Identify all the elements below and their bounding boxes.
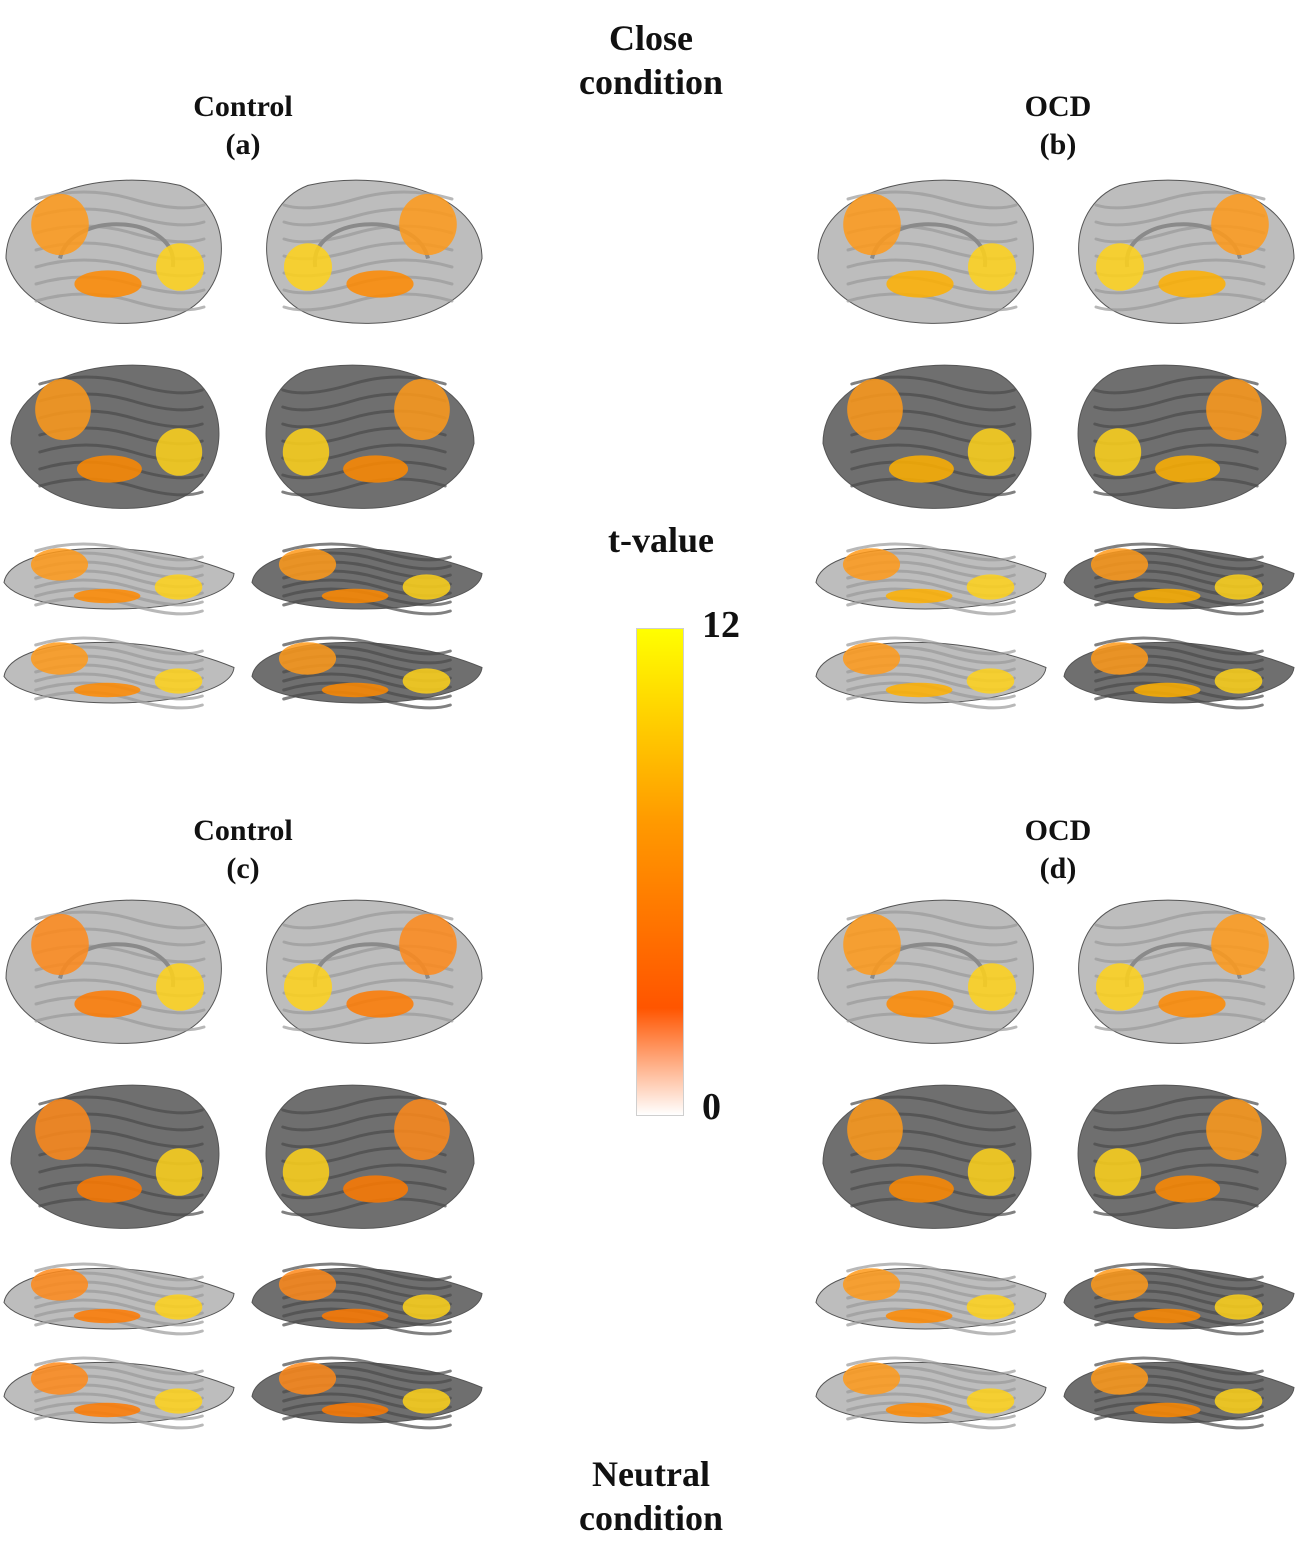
neutral-condition-title: Neutral condition — [551, 1452, 751, 1540]
panel-c-brain-renders — [0, 885, 490, 1440]
close-condition-title: Close condition — [551, 16, 751, 104]
colorbar-min-label: 0 — [702, 1086, 721, 1128]
panel-b-tag: (b) — [1039, 128, 1077, 161]
neutral-title-line2: condition — [578, 1498, 724, 1538]
neutral-title-line1: Neutral — [592, 1454, 710, 1494]
panel-a-group: Control — [193, 90, 293, 123]
brain-dorsal-right-view — [251, 542, 483, 616]
brain-ventral-right-view — [251, 636, 483, 710]
brain-ventral-left-view — [815, 1356, 1047, 1430]
brain-medial-right-view — [1078, 899, 1295, 1044]
brain-medial-left-view — [817, 179, 1034, 324]
panel-a-title: Control (a) — [143, 88, 343, 164]
brain-lateral-left-view — [822, 364, 1032, 509]
brain-dorsal-left-view — [3, 542, 235, 616]
brain-dorsal-right-view — [1063, 1262, 1295, 1336]
panel-d-group: OCD — [1024, 814, 1092, 847]
panel-d-brain-renders — [812, 885, 1302, 1440]
brain-medial-left-view — [5, 899, 222, 1044]
brain-medial-left-view — [5, 179, 222, 324]
close-title-line2: condition — [578, 62, 724, 102]
colorbar-max-label: 12 — [702, 604, 740, 646]
panel-c-tag: (c) — [226, 852, 260, 885]
close-title-line1: Close — [609, 18, 693, 58]
panel-d-tag: (d) — [1039, 852, 1077, 885]
brain-ventral-left-view — [3, 1356, 235, 1430]
colorbar — [636, 628, 684, 1116]
brain-medial-right-view — [266, 179, 483, 324]
brain-lateral-left-view — [10, 1084, 220, 1229]
panel-a-tag: (a) — [225, 128, 261, 161]
brain-lateral-right-view — [265, 364, 475, 509]
panel-b-brain-renders — [812, 165, 1302, 720]
brain-dorsal-right-view — [251, 1262, 483, 1336]
panel-b-title: OCD (b) — [958, 88, 1158, 164]
brain-dorsal-left-view — [3, 1262, 235, 1336]
brain-lateral-right-view — [1077, 364, 1287, 509]
brain-medial-right-view — [266, 899, 483, 1044]
panel-c-title: Control (c) — [143, 812, 343, 888]
brain-medial-left-view — [817, 899, 1034, 1044]
colorbar-label: t-value — [608, 520, 714, 560]
brain-lateral-right-view — [1077, 1084, 1287, 1229]
brain-dorsal-left-view — [815, 542, 1047, 616]
brain-ventral-left-view — [3, 636, 235, 710]
brain-dorsal-left-view — [815, 1262, 1047, 1336]
brain-ventral-right-view — [1063, 636, 1295, 710]
panel-a-brain-renders — [0, 165, 490, 720]
brain-ventral-right-view — [1063, 1356, 1295, 1430]
brain-lateral-left-view — [10, 364, 220, 509]
panel-b-group: OCD — [1024, 90, 1092, 123]
brain-ventral-left-view — [815, 636, 1047, 710]
brain-lateral-left-view — [822, 1084, 1032, 1229]
brain-lateral-right-view — [265, 1084, 475, 1229]
brain-dorsal-right-view — [1063, 542, 1295, 616]
panel-c-group: Control — [193, 814, 293, 847]
brain-ventral-right-view — [251, 1356, 483, 1430]
brain-medial-right-view — [1078, 179, 1295, 324]
panel-d-title: OCD (d) — [958, 812, 1158, 888]
